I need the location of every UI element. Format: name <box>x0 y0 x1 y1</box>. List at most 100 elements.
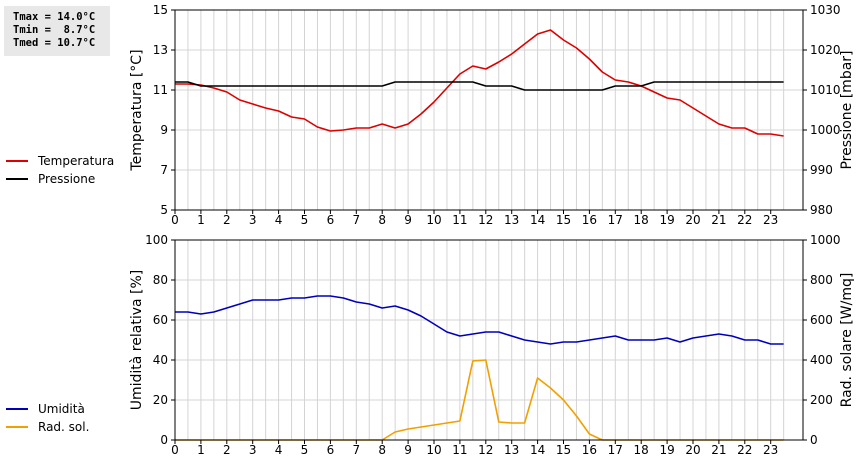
x-tick-label: 14 <box>530 213 545 227</box>
x-tick-label: 9 <box>404 213 412 227</box>
y2-tick-label: 200 <box>810 393 833 407</box>
x-tick-label: 19 <box>659 443 674 457</box>
stats-box: Tmax = 14.0°C Tmin = 8.7°C Tmed = 10.7°C <box>4 6 110 56</box>
y2-tick-label: 400 <box>810 353 833 367</box>
y-tick-label: 0 <box>160 433 168 447</box>
x-tick-label: 18 <box>634 213 649 227</box>
series-line-pressione <box>175 81 784 91</box>
x-tick-label: 8 <box>378 213 386 227</box>
y-tick-label: 15 <box>153 3 168 17</box>
legend-label-umidita: Umidità <box>38 402 85 416</box>
legend-label-temperatura: Temperatura <box>38 154 115 168</box>
y-tick-label: 9 <box>160 123 168 137</box>
legend-item-temperatura: Temperatura <box>6 152 114 170</box>
x-tick-label: 7 <box>352 443 360 457</box>
y2-tick-label: 1030 <box>810 3 841 17</box>
x-tick-label: 15 <box>556 213 571 227</box>
legend-swatch-temperatura <box>6 160 28 162</box>
x-tick-label: 3 <box>249 213 257 227</box>
x-tick-label: 21 <box>711 443 726 457</box>
legend-item-pressione: Pressione <box>6 170 114 188</box>
x-tick-label: 20 <box>685 443 700 457</box>
x-tick-label: 3 <box>249 443 257 457</box>
x-tick-label: 23 <box>763 213 778 227</box>
x-tick-label: 14 <box>530 443 545 457</box>
x-tick-label: 17 <box>608 213 623 227</box>
x-tick-label: 18 <box>634 443 649 457</box>
x-tick-label: 9 <box>404 443 412 457</box>
legend-swatch-umidita <box>6 408 28 410</box>
legend-swatch-pressione <box>6 178 28 180</box>
y2-tick-label: 980 <box>810 203 833 217</box>
x-tick-label: 12 <box>478 443 493 457</box>
x-tick-label: 22 <box>737 443 752 457</box>
chart-panel-1: 0 1 2 3 4 5 6 7 8 9 10 11 12 13 14 15 16 17 18 19 20 21 22 2357… <box>129 3 855 227</box>
plot-frame <box>174 9 804 211</box>
legend-item-umidita: Umidità <box>6 400 89 418</box>
stat-tmax: Tmax = 14.0°C <box>13 11 96 23</box>
x-tick-label: 13 <box>504 213 519 227</box>
y-axis-title: Temperatura [°C] <box>129 49 145 171</box>
y-tick-label: 5 <box>160 203 168 217</box>
y2-tick-label: 1020 <box>810 43 841 57</box>
y-tick-label: 60 <box>153 313 168 327</box>
y2-tick-label: 600 <box>810 313 833 327</box>
x-tick-label: 13 <box>504 443 519 457</box>
x-tick-label: 20 <box>685 213 700 227</box>
legend-top: Temperatura Pressione <box>6 152 114 188</box>
x-tick-label: 2 <box>223 443 231 457</box>
y2-tick-label: 1000 <box>810 233 841 247</box>
y-tick-label: 13 <box>153 43 168 57</box>
y-tick-label: 11 <box>153 83 168 97</box>
x-tick-label: 7 <box>352 213 360 227</box>
y2-tick-label: 0 <box>810 433 818 447</box>
legend-item-rad-sol: Rad. sol. <box>6 418 89 436</box>
x-tick-label: 15 <box>556 443 571 457</box>
y2-tick-label: 1010 <box>810 83 841 97</box>
x-tick-label: 11 <box>452 213 467 227</box>
series-line-temperatura <box>175 29 784 137</box>
y-tick-label: 7 <box>160 163 168 177</box>
y-tick-label: 20 <box>153 393 168 407</box>
x-tick-label: 6 <box>327 443 335 457</box>
stat-tmed: Tmed = 10.7°C <box>13 37 96 49</box>
x-tick-label: 1 <box>197 213 205 227</box>
y2-axis-title: Rad. solare [W/mq] <box>839 273 855 408</box>
x-tick-label: 21 <box>711 213 726 227</box>
x-tick-label: 16 <box>582 443 597 457</box>
y-axis-title: Umidità relativa [%] <box>129 270 145 411</box>
y2-tick-label: 990 <box>810 163 833 177</box>
x-tick-label: 0 <box>171 213 179 227</box>
y2-axis-title: Pressione [mbar] <box>839 50 855 169</box>
x-tick-label: 4 <box>275 213 283 227</box>
x-tick-label: 5 <box>301 443 309 457</box>
series-line-umidit <box>175 295 784 345</box>
stat-tmin: Tmin = 8.7°C <box>13 24 96 36</box>
legend-bottom: Umidità Rad. sol. <box>6 400 89 436</box>
x-tick-label: 23 <box>763 443 778 457</box>
y-tick-label: 80 <box>153 273 168 287</box>
x-tick-label: 17 <box>608 443 623 457</box>
chart-panel-2: 0 1 2 3 4 5 6 7 8 9 10 11 12 13 14 15 16 17 18 19 20 21 22 2302… <box>129 233 855 457</box>
x-tick-label: 5 <box>301 213 309 227</box>
x-tick-label: 8 <box>378 443 386 457</box>
x-tick-label: 4 <box>275 443 283 457</box>
legend-label-rad-sol: Rad. sol. <box>38 420 90 434</box>
legend-swatch-rad-sol <box>6 426 28 428</box>
x-tick-label: 11 <box>452 443 467 457</box>
x-tick-label: 0 <box>171 443 179 457</box>
x-tick-label: 22 <box>737 213 752 227</box>
x-tick-label: 2 <box>223 213 231 227</box>
x-tick-label: 19 <box>659 213 674 227</box>
y2-tick-label: 1000 <box>810 123 841 137</box>
y-tick-label: 40 <box>153 353 168 367</box>
x-tick-label: 6 <box>327 213 335 227</box>
plot-frame <box>174 239 804 441</box>
x-tick-label: 12 <box>478 213 493 227</box>
x-tick-label: 10 <box>426 213 441 227</box>
y2-tick-label: 800 <box>810 273 833 287</box>
legend-label-pressione: Pressione <box>38 172 96 186</box>
x-tick-label: 1 <box>197 443 205 457</box>
x-tick-label: 16 <box>582 213 597 227</box>
